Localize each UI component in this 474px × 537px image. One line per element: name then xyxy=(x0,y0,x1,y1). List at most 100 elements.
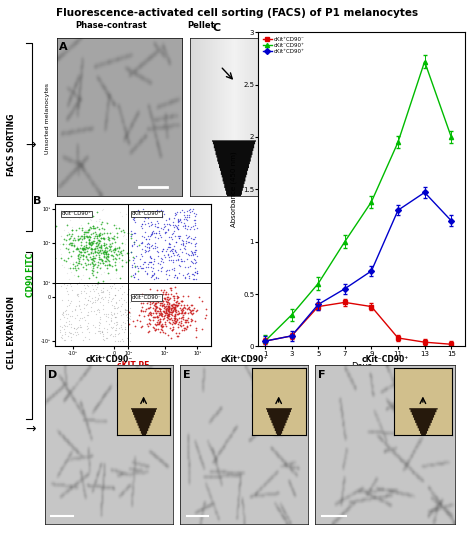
Point xyxy=(180,211,188,219)
Point xyxy=(172,301,180,310)
Point xyxy=(141,209,149,217)
Point xyxy=(111,337,118,345)
Point xyxy=(108,316,115,324)
Point xyxy=(179,205,186,214)
Point xyxy=(187,247,195,256)
Point xyxy=(190,235,198,243)
Point xyxy=(167,233,175,242)
Point xyxy=(86,238,94,247)
Point xyxy=(98,218,105,227)
Point xyxy=(173,301,181,309)
Point xyxy=(189,315,196,324)
Point xyxy=(107,250,115,259)
Point xyxy=(71,323,78,332)
Point xyxy=(112,244,119,253)
Point xyxy=(173,274,181,282)
Point xyxy=(105,246,112,255)
Point xyxy=(95,249,102,257)
Point xyxy=(84,249,92,258)
Point xyxy=(144,246,152,255)
Point xyxy=(95,248,103,256)
Point xyxy=(117,248,125,257)
Point xyxy=(151,324,158,333)
Point xyxy=(86,239,93,248)
Point xyxy=(156,316,164,325)
Point xyxy=(157,299,164,307)
Point xyxy=(65,235,73,243)
Point xyxy=(141,242,148,250)
Point xyxy=(128,261,136,270)
Point xyxy=(131,262,139,270)
Point xyxy=(168,229,176,238)
Point xyxy=(107,323,114,331)
Point xyxy=(165,239,173,248)
Point xyxy=(88,245,95,253)
Point xyxy=(88,268,95,277)
Point xyxy=(170,229,177,238)
Point xyxy=(98,255,105,264)
Point xyxy=(137,222,145,230)
Point xyxy=(103,258,110,266)
Point xyxy=(83,247,91,256)
Point xyxy=(173,208,181,216)
Point xyxy=(82,259,89,267)
Point xyxy=(171,317,179,325)
cKit⁺CD90⁻ xyxy=(262,338,268,344)
Point xyxy=(108,233,115,241)
Point xyxy=(185,305,192,314)
Point xyxy=(87,307,95,316)
Point xyxy=(98,287,106,296)
Point xyxy=(57,231,64,240)
Point xyxy=(151,233,159,242)
Point xyxy=(165,242,173,251)
Point xyxy=(64,322,71,331)
Point xyxy=(82,231,90,240)
Point xyxy=(84,219,92,227)
Point xyxy=(165,302,173,310)
Point xyxy=(96,258,104,267)
Point xyxy=(89,231,97,240)
Point xyxy=(141,245,149,254)
Point xyxy=(84,227,92,236)
Point xyxy=(121,250,128,259)
Point xyxy=(155,229,163,238)
Point xyxy=(175,231,182,240)
Point xyxy=(102,309,110,318)
Point xyxy=(98,327,106,336)
Point xyxy=(170,305,178,314)
Point xyxy=(80,299,88,308)
Point xyxy=(175,299,182,307)
Point xyxy=(160,314,167,322)
Point xyxy=(64,220,71,228)
Point xyxy=(146,300,153,308)
Point xyxy=(121,325,128,333)
Point xyxy=(146,327,153,336)
Point xyxy=(87,238,94,246)
Point xyxy=(148,299,156,308)
Point xyxy=(167,289,174,298)
Point xyxy=(102,240,110,249)
Point xyxy=(104,235,111,243)
Point xyxy=(183,213,191,222)
Point xyxy=(165,309,173,318)
Point xyxy=(182,244,189,253)
Point xyxy=(99,258,107,267)
Point xyxy=(185,213,192,222)
Point xyxy=(160,302,167,311)
Point xyxy=(104,250,112,258)
Point xyxy=(79,225,86,234)
Point xyxy=(140,258,147,266)
cKit⁻CD90⁺ xyxy=(422,59,428,65)
Point xyxy=(150,274,158,283)
Point xyxy=(151,257,158,265)
Point xyxy=(170,264,178,273)
Point xyxy=(113,321,120,329)
Point xyxy=(155,266,162,274)
Point xyxy=(132,217,139,226)
Point xyxy=(105,261,113,270)
Point xyxy=(107,246,115,255)
Point xyxy=(142,304,149,313)
Point xyxy=(167,334,175,343)
Point xyxy=(138,220,146,228)
Point xyxy=(180,257,188,266)
